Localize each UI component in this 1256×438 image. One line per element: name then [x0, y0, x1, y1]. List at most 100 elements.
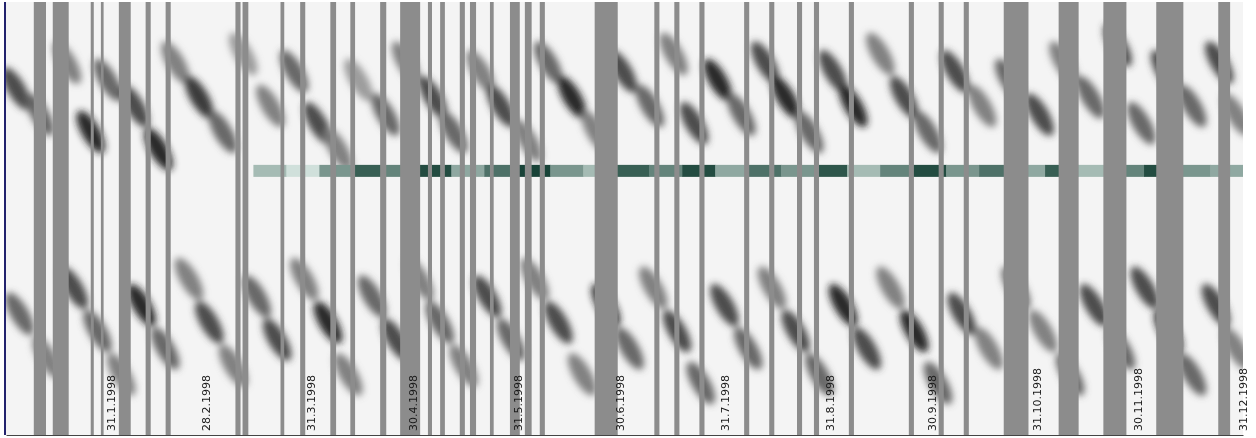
x-axis: 31.1.1998 28.2.1998 31.3.1998 30.4.1998 31.5… — [7, 368, 1251, 435]
tick: 31.10.1998 — [1031, 368, 1044, 435]
tick-label: 30.11.1998 — [1132, 368, 1145, 431]
strip-cell — [616, 165, 649, 177]
x-axis-line — [7, 435, 1244, 436]
strip-cell — [550, 165, 583, 177]
tick: 31.5.1998 — [512, 375, 525, 435]
tick: 31.7.1998 — [719, 375, 732, 435]
strip-cell — [814, 165, 847, 177]
gap — [540, 2, 545, 435]
feature — [434, 107, 474, 158]
feature — [308, 297, 348, 348]
plot-ground — [6, 2, 1243, 435]
gap — [281, 2, 285, 435]
gap — [166, 2, 171, 435]
gap — [849, 2, 854, 435]
feature — [515, 254, 555, 305]
feature — [634, 262, 674, 313]
tick-label: 30.4.1998 — [407, 375, 420, 431]
chart: 31.1.1998 28.2.1998 31.3.1998 30.4.1998 31.5… — [0, 0, 1256, 438]
feature — [654, 29, 694, 80]
gap — [1156, 2, 1183, 435]
gap — [440, 2, 445, 435]
tick: 30.4.1998 — [407, 375, 420, 435]
strip-cell — [748, 165, 781, 177]
strip-cell — [880, 165, 913, 177]
gaps — [34, 2, 1230, 435]
feature — [257, 314, 297, 365]
gap — [146, 2, 151, 435]
feature — [871, 262, 911, 313]
tick: 28.2.1998 — [200, 375, 213, 435]
tick-label: 31.10.1998 — [1031, 368, 1044, 431]
feature — [674, 98, 714, 149]
feature — [823, 280, 863, 331]
tick-label: 31.1.1998 — [105, 375, 118, 431]
strip-cell — [418, 165, 451, 177]
tick-label: 31.12.1998 — [1237, 368, 1250, 431]
gap — [769, 2, 774, 435]
feature — [1023, 306, 1063, 357]
feature — [861, 29, 901, 80]
tick: 30.11.1998 — [1132, 368, 1145, 435]
gap — [91, 2, 94, 435]
strip-cell — [946, 165, 979, 177]
background — [0, 0, 1256, 438]
feature — [705, 280, 745, 331]
tick-label: 31.5.1998 — [512, 375, 525, 431]
gap — [1004, 2, 1029, 435]
feature — [420, 297, 460, 348]
gap — [654, 2, 659, 435]
gap — [939, 2, 944, 435]
gap — [243, 2, 249, 435]
gap — [674, 2, 679, 435]
gap — [400, 2, 420, 435]
tick-label: 30.9.1998 — [926, 375, 939, 431]
tick-label: 28.2.1998 — [200, 375, 213, 431]
gap — [510, 2, 520, 435]
strip-cell — [517, 165, 550, 177]
feature — [274, 46, 314, 97]
gap — [1218, 2, 1230, 435]
gap — [699, 2, 704, 435]
tick-label: 30.6.1998 — [614, 375, 627, 431]
features — [6, 20, 1243, 408]
feature — [722, 89, 762, 140]
gap — [814, 2, 819, 435]
feature — [630, 81, 670, 132]
gap — [525, 2, 532, 435]
feature — [190, 297, 230, 348]
gap — [101, 2, 104, 435]
tick: 30.6.1998 — [614, 375, 627, 435]
tick: 31.12.1998 — [1237, 368, 1250, 435]
gap — [1103, 2, 1126, 435]
gap — [964, 2, 969, 435]
tick: 31.8.1998 — [824, 375, 837, 435]
feature — [139, 124, 179, 175]
tick-label: 31.8.1998 — [824, 375, 837, 431]
plot-area — [6, 2, 1243, 435]
strip-cell — [451, 165, 484, 177]
gap — [490, 2, 494, 435]
gap — [797, 2, 802, 435]
frame-left — [4, 2, 6, 435]
feature — [145, 323, 185, 374]
gap — [380, 2, 386, 435]
gap — [1059, 2, 1079, 435]
feature — [169, 254, 209, 305]
strip-cell — [319, 165, 352, 177]
feature — [776, 306, 816, 357]
tick: 31.3.1998 — [305, 375, 318, 435]
gap — [350, 2, 355, 435]
gap — [119, 2, 131, 435]
gap — [34, 2, 46, 435]
gap — [460, 2, 465, 435]
feature — [789, 107, 829, 158]
gap — [744, 2, 749, 435]
feature — [78, 306, 118, 357]
strip-cell — [682, 165, 715, 177]
feature — [969, 323, 1009, 374]
gap — [53, 2, 69, 435]
gap — [300, 2, 305, 435]
tick: 31.1.1998 — [105, 375, 118, 435]
feature — [894, 306, 934, 357]
